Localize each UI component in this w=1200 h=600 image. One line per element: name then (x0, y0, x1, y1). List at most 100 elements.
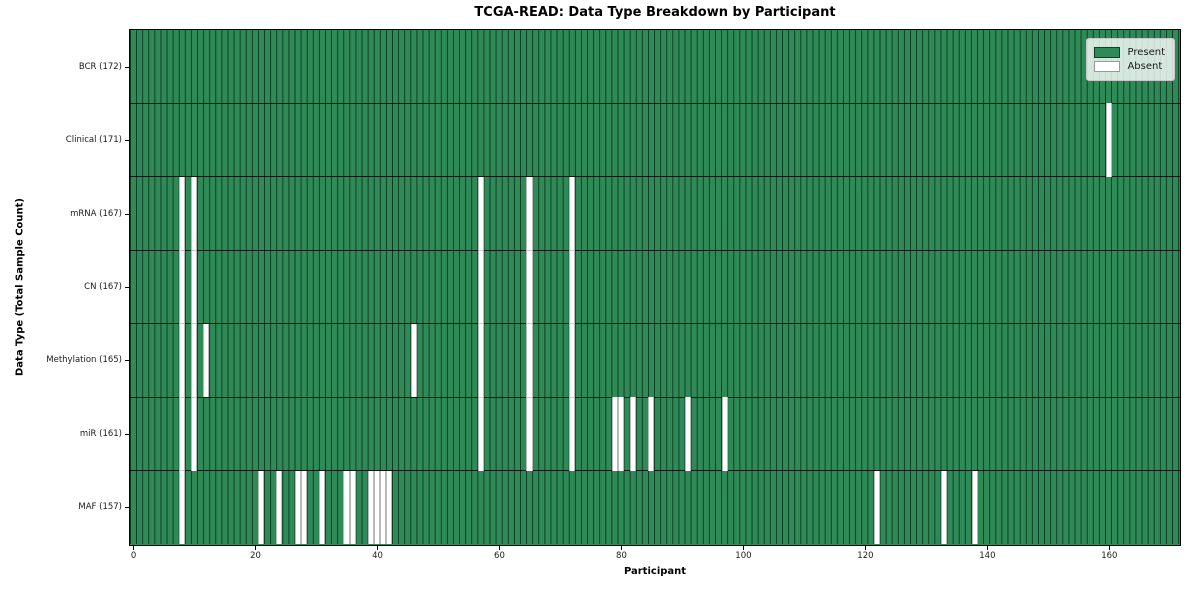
row-divider-through-bar (179, 470, 184, 472)
y-tick-label-cn: CN (167) (84, 282, 122, 292)
absent-bar-p57 (477, 176, 484, 471)
absent-bar-p72 (569, 176, 576, 471)
heatmap-row-maf (130, 470, 1180, 544)
legend-swatch-present (1094, 47, 1121, 58)
x-tick-label: 0 (130, 551, 137, 561)
x-axis-label: Participant (623, 566, 687, 577)
x-tick-label: 100 (735, 551, 752, 561)
row-divider-through-bar (191, 396, 197, 398)
row-divider-through-bar (570, 396, 575, 398)
x-tick-mark (620, 546, 622, 550)
absent-bar-p36 (349, 470, 356, 544)
absent-bar-p46 (410, 323, 417, 398)
y-tick-label-maf: MAF (157) (78, 502, 122, 513)
y-tick-label-methylation: Methylation (165) (46, 355, 122, 366)
legend-swatch-absent (1094, 61, 1121, 72)
y-tick-label-mrna: mRNA (167) (70, 208, 122, 219)
absent-bar-p133 (941, 470, 948, 544)
row-divider-through-bar (478, 323, 483, 325)
x-tick-mark (864, 546, 866, 550)
absent-bar-p85 (648, 397, 655, 471)
heatmap-grid (130, 30, 1180, 545)
row-divider (130, 323, 1180, 325)
absent-bar-p122 (874, 470, 881, 544)
row-divider-through-bar (570, 249, 575, 251)
absent-bar-p40 (373, 470, 381, 544)
x-tick-label: 20 (250, 551, 261, 561)
heatmap-row-mrna (130, 176, 1180, 251)
absent-bar-p12 (203, 323, 210, 398)
heatmap-row-methylation (130, 323, 1180, 398)
x-tick-label: 80 (616, 551, 627, 561)
y-tick-mark (125, 433, 129, 435)
y-tick-mark (125, 360, 129, 362)
absent-bar-p28 (300, 470, 307, 544)
absent-bar-p79 (611, 397, 618, 471)
y-axis-label: Data Type (Total Sample Count) (14, 197, 26, 377)
row-divider-through-bar (478, 396, 483, 398)
x-tick-mark (498, 546, 500, 550)
x-tick-mark (742, 546, 744, 550)
absent-bar-p10 (190, 176, 198, 471)
row-divider-through-bar (179, 249, 184, 251)
x-tick-mark (377, 546, 378, 550)
x-tick-mark (133, 546, 135, 550)
row-divider (130, 470, 1180, 472)
row-divider-through-bar (191, 249, 197, 251)
legend-entry-absent: Absent (1094, 61, 1165, 72)
x-tick-label: 140 (979, 551, 996, 561)
absent-bar-p24 (276, 470, 283, 544)
x-tick-mark (255, 546, 257, 550)
y-tick-label-bcr: BCR (172) (78, 61, 122, 72)
row-divider-through-bar (191, 323, 197, 325)
y-tick-mark (125, 213, 129, 215)
x-tick-mark (986, 546, 988, 550)
legend-entry-present: Present (1094, 47, 1165, 58)
x-tick-label: 120 (857, 551, 874, 561)
heatmap-row-clinical (130, 103, 1180, 177)
plot-area: Present Absent (129, 29, 1181, 546)
y-tick-mark (125, 140, 129, 142)
x-tick-label: 40 (372, 551, 383, 561)
row-divider (130, 249, 1180, 251)
y-tick-mark (125, 507, 129, 509)
x-tick-label: 60 (494, 551, 505, 561)
absent-bar-p8 (178, 176, 185, 544)
absent-bar-p80 (617, 397, 624, 471)
absent-bar-p91 (684, 397, 692, 471)
absent-bar-p138 (971, 470, 978, 544)
legend-label: Present (1127, 47, 1165, 58)
y-tick-label-clinical: Clinical (171) (65, 135, 122, 146)
y-tick-mark (125, 287, 129, 288)
legend-label: Absent (1127, 61, 1163, 72)
row-divider-through-bar (527, 249, 532, 251)
heatmap-row-mir (130, 397, 1180, 471)
chart-title: TCGA-READ: Data Type Breakdown by Partic… (474, 5, 836, 20)
absent-bar-p65 (526, 176, 533, 471)
row-divider (130, 102, 1180, 104)
heatmap-row-bcr (130, 30, 1180, 104)
absent-bar-p97 (721, 397, 728, 471)
heatmap-row-cn (130, 250, 1180, 324)
row-divider-through-bar (478, 249, 483, 251)
absent-bar-p160 (1105, 103, 1112, 177)
absent-bar-p21 (258, 470, 265, 544)
row-divider-through-bar (179, 323, 184, 325)
absent-bar-p41 (380, 470, 387, 544)
absent-bar-p27 (294, 470, 301, 544)
absent-bar-p35 (343, 470, 350, 544)
row-divider-through-bar (527, 323, 532, 325)
legend: Present Absent (1086, 38, 1175, 81)
x-tick-mark (1108, 546, 1110, 550)
absent-bar-p39 (367, 470, 374, 544)
row-divider (130, 176, 1180, 178)
row-divider (130, 396, 1180, 398)
y-tick-mark (125, 66, 129, 68)
y-tick-label-mir: miR (161) (79, 428, 122, 439)
absent-bar-p42 (386, 470, 393, 544)
absent-bar-p82 (630, 397, 637, 471)
row-divider-through-bar (179, 396, 184, 398)
row-divider-through-bar (570, 323, 575, 325)
x-tick-label: 160 (1101, 551, 1118, 561)
